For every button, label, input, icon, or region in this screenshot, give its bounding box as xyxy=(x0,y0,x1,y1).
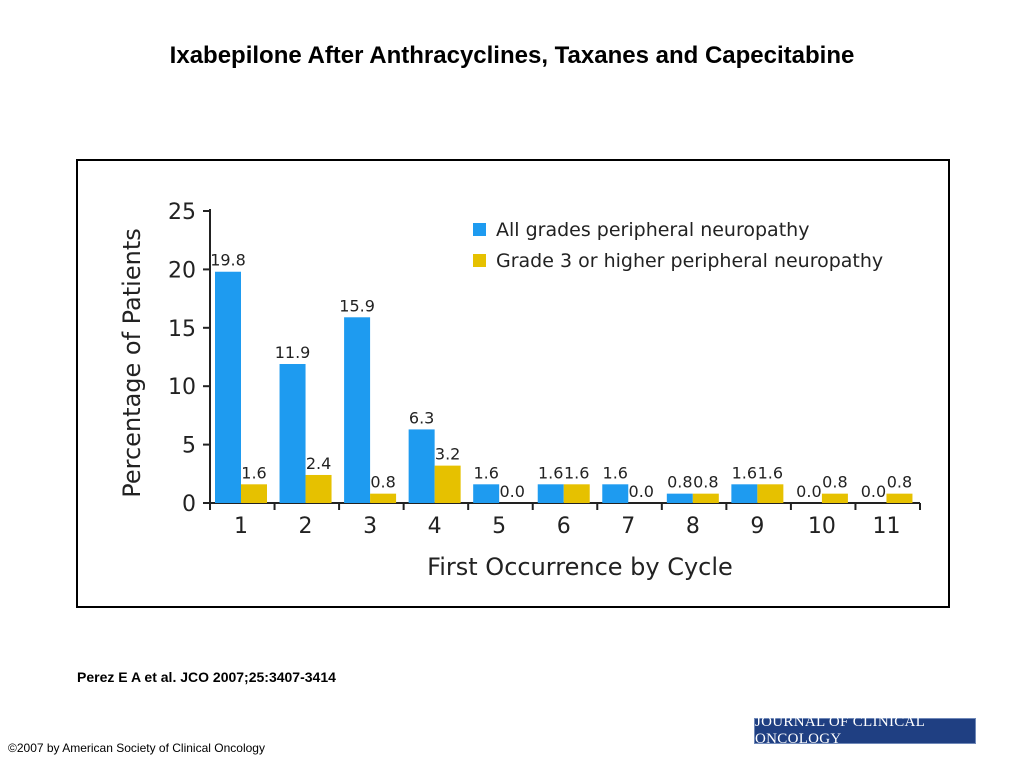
bar-series2-cycle-6 xyxy=(564,484,590,503)
bar-series1-cycle-2 xyxy=(280,364,306,503)
bar-value-label: 15.9 xyxy=(339,296,375,315)
y-tick-label: 15 xyxy=(168,317,196,342)
y-tick-label: 0 xyxy=(182,492,196,517)
legend-swatch xyxy=(473,223,486,236)
slide-title: Ixabepilone After Anthracyclines, Taxane… xyxy=(0,42,1024,70)
bar-series2-cycle-1 xyxy=(241,484,267,503)
bar-series1-cycle-3 xyxy=(344,317,370,503)
bar-value-label: 0.8 xyxy=(667,473,692,492)
bar-value-label: 1.6 xyxy=(241,463,266,482)
bar-value-label: 1.6 xyxy=(758,463,783,482)
x-tick-label: 8 xyxy=(686,514,700,539)
bar-series2-cycle-8 xyxy=(693,494,719,503)
bar-value-label: 0.8 xyxy=(887,473,912,492)
legend: All grades peripheral neuropathy Grade 3 … xyxy=(473,219,883,272)
x-tick-label: 10 xyxy=(808,514,836,539)
bar-value-label: 0.0 xyxy=(499,482,524,501)
bar-value-label: 1.6 xyxy=(473,463,498,482)
bar-labels: 19.811.915.96.31.6 1.6 1.6 0.8 1.60.0 0.01.6 2… xyxy=(210,251,912,501)
bar-series1-cycle-8 xyxy=(667,494,693,503)
x-tick-label: 5 xyxy=(492,514,506,539)
bar-value-label: 0.8 xyxy=(693,473,718,492)
bar-value-label: 11.9 xyxy=(275,343,311,362)
x-tick-label: 7 xyxy=(621,514,635,539)
y-tick-label: 10 xyxy=(168,375,196,400)
bar-chart: 0 5 10 15 20 25 1 2 3 4 5 6 7 8 9 10 11 19.8 11.9 15.9 6.3… xyxy=(78,161,948,606)
bar-value-label: 0.8 xyxy=(822,473,847,492)
bar-value-label: 0.8 xyxy=(370,473,395,492)
x-tick-label: 9 xyxy=(750,514,764,539)
bar-value-label: 1.6 xyxy=(564,463,589,482)
bar-value-label: 1.6 xyxy=(603,463,628,482)
bar-series1-cycle-5 xyxy=(473,484,499,503)
x-axis: 1 2 3 4 5 6 7 8 9 10 11 xyxy=(210,503,920,539)
bar-value-label: 1.6 xyxy=(538,463,563,482)
x-tick-label: 6 xyxy=(557,514,571,539)
x-axis-label: First Occurrence by Cycle xyxy=(427,553,733,581)
bar-value-label: 0.0 xyxy=(796,482,821,501)
bar-series2-cycle-3 xyxy=(370,494,396,503)
bar-value-label: 0.0 xyxy=(629,482,654,501)
bar-value-label: 0.0 xyxy=(861,482,886,501)
bar-value-label: 1.6 xyxy=(732,463,757,482)
legend-label: Grade 3 or higher peripheral neuropathy xyxy=(496,250,883,272)
x-tick-label: 11 xyxy=(872,514,900,539)
bar-value-label: 3.2 xyxy=(435,445,460,464)
x-tick-label: 1 xyxy=(234,514,248,539)
x-tick-label: 2 xyxy=(299,514,313,539)
bar-value-label: 2.4 xyxy=(306,454,331,473)
chart-frame: 0 5 10 15 20 25 1 2 3 4 5 6 7 8 9 10 11 19.8 11.9 15.9 6.3… xyxy=(76,159,950,608)
bar-series1-cycle-6 xyxy=(538,484,564,503)
x-tick-label: 4 xyxy=(428,514,442,539)
bar-series1-cycle-7 xyxy=(602,484,628,503)
y-axis-label: Percentage of Patients xyxy=(118,228,146,497)
bar-series1-cycle-4 xyxy=(409,429,435,503)
bar-series1-cycle-1 xyxy=(215,272,241,503)
legend-swatch xyxy=(473,254,486,267)
y-tick-label: 5 xyxy=(182,434,196,459)
y-tick-label: 25 xyxy=(168,200,196,225)
y-tick-label: 20 xyxy=(168,258,196,283)
x-tick-label: 3 xyxy=(363,514,377,539)
copyright-notice: ©2007 by American Society of Clinical On… xyxy=(8,741,265,755)
bar-series2-cycle-10 xyxy=(822,494,848,503)
bar-series2-cycle-2 xyxy=(306,475,332,503)
bar-series2-cycle-11 xyxy=(886,494,912,503)
bar-value-label: 6.3 xyxy=(409,408,434,427)
citation: Perez E A et al. JCO 2007;25:3407-3414 xyxy=(77,669,336,685)
bar-series1-cycle-9 xyxy=(731,484,757,503)
y-axis: 0 5 10 15 20 25 xyxy=(168,200,210,517)
legend-label: All grades peripheral neuropathy xyxy=(496,219,809,241)
bar-series2-cycle-4 xyxy=(435,466,461,503)
bar-series2-cycle-9 xyxy=(757,484,783,503)
bar-value-label: 19.8 xyxy=(210,251,246,270)
journal-logo: JOURNAL OF CLINICAL ONCOLOGY xyxy=(754,718,976,744)
